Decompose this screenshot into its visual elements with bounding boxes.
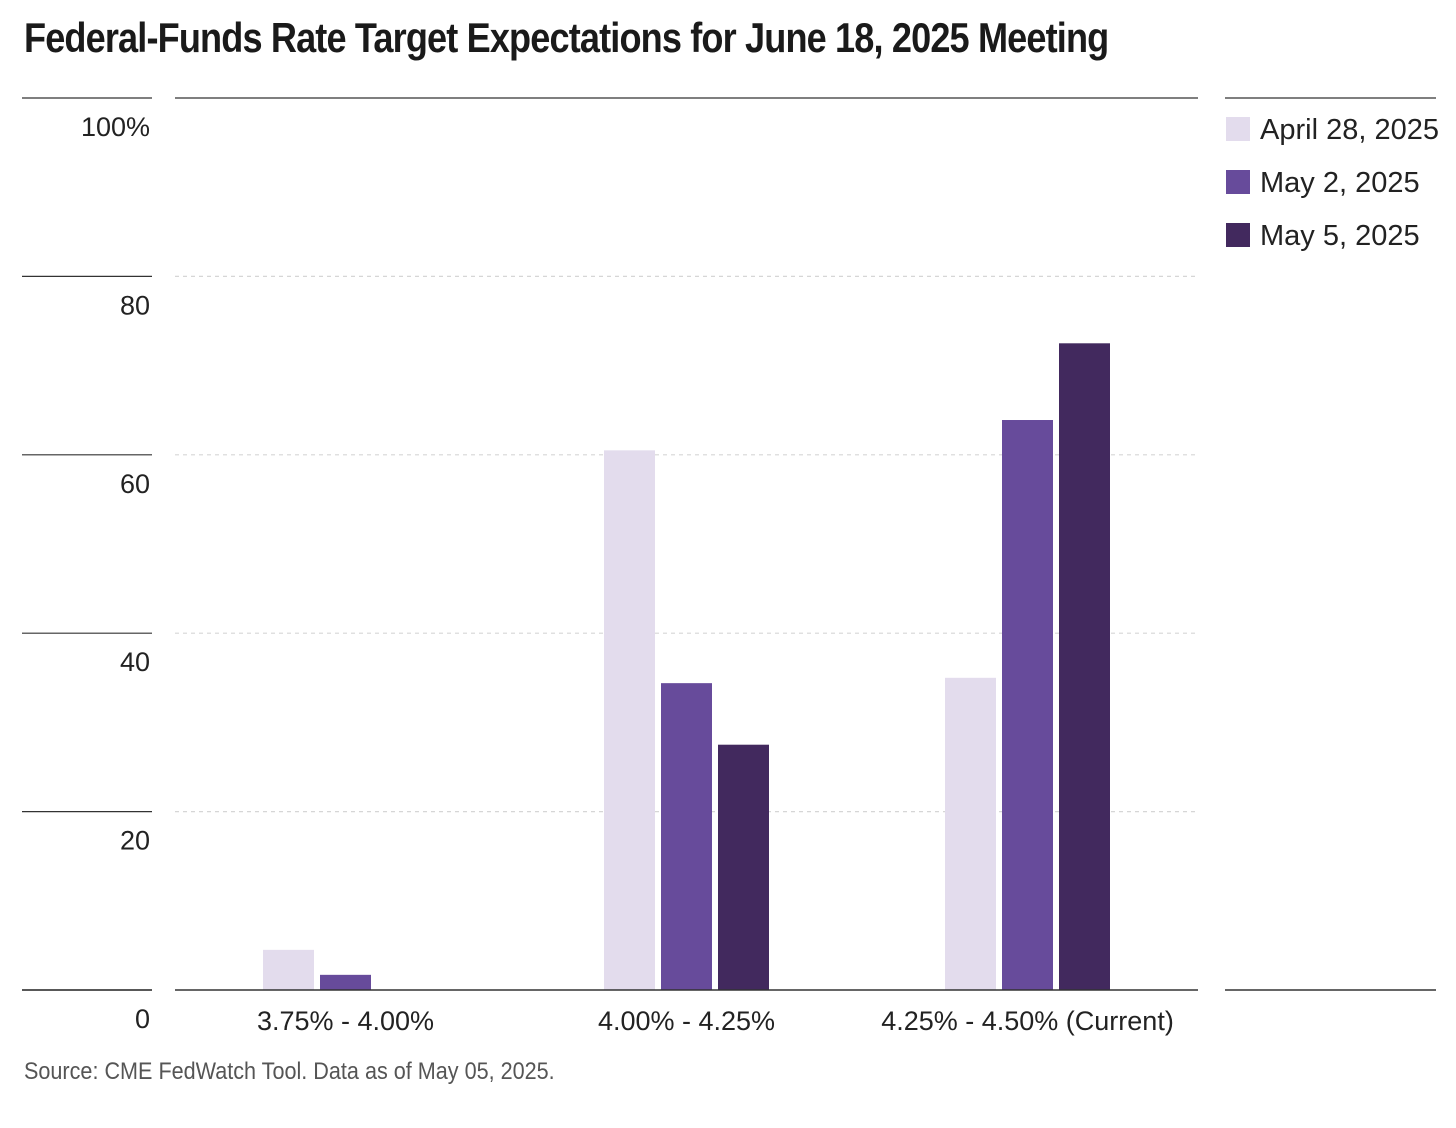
bars	[263, 343, 1110, 991]
legend-swatch	[1226, 223, 1250, 247]
bar-1-2	[604, 450, 655, 991]
y-tick-label: 20	[120, 826, 150, 856]
chart-title: Federal-Funds Rate Target Expectations f…	[24, 14, 1109, 61]
x-tick-label: 3.75% - 4.00%	[257, 1006, 434, 1036]
legend-label: May 2, 2025	[1260, 167, 1420, 199]
y-tick-label: 60	[120, 469, 150, 499]
bar-2-1	[320, 974, 371, 990]
legend-swatch	[1226, 117, 1250, 141]
legend-label: April 28, 2025	[1260, 114, 1439, 146]
x-tick-label: 4.00% - 4.25%	[598, 1006, 775, 1036]
y-tick-label: 80	[120, 290, 150, 320]
bar-2-3	[1002, 420, 1053, 991]
bar-3-3	[1059, 343, 1110, 990]
bar-2-2	[661, 683, 712, 990]
y-axis: 100% 80 60 40 20 0	[22, 97, 152, 1034]
y-tick-label: 40	[120, 647, 150, 677]
y-tick-label: 0	[135, 1004, 150, 1034]
x-tick-label: 4.25% - 4.50% (Current)	[881, 1006, 1174, 1036]
legend-label: May 5, 2025	[1260, 220, 1420, 252]
source-note: Source: CME FedWatch Tool. Data as of Ma…	[24, 1058, 555, 1085]
y-tick-label: 100%	[81, 112, 150, 142]
x-axis: 3.75% - 4.00% 4.00% - 4.25% 4.25% - 4.50% …	[22, 989, 1436, 1036]
legend: April 28, 2025 May 2, 2025 May 5, 2025	[1225, 97, 1439, 252]
bar-3-2	[718, 744, 769, 990]
legend-swatch	[1226, 170, 1250, 194]
bar-1-3	[945, 677, 996, 990]
bar-1-1	[263, 949, 314, 990]
grid-lines	[175, 97, 1198, 813]
